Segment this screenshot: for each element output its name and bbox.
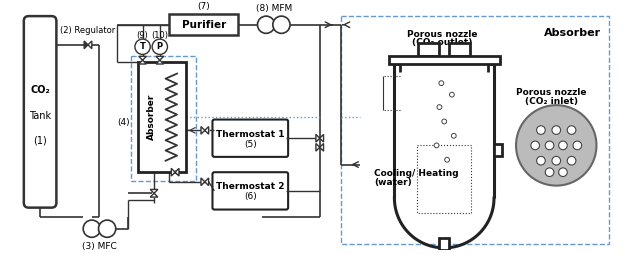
- Text: (water): (water): [374, 178, 412, 187]
- Text: T: T: [140, 42, 145, 51]
- Text: (8) MFM: (8) MFM: [256, 4, 292, 13]
- Text: Purifier: Purifier: [182, 20, 226, 30]
- Circle shape: [559, 141, 567, 150]
- Text: (2) Regulator: (2) Regulator: [60, 26, 115, 35]
- Text: (3) MFC: (3) MFC: [82, 242, 117, 251]
- Bar: [418, 43, 440, 56]
- Polygon shape: [316, 134, 320, 142]
- Circle shape: [98, 220, 116, 237]
- Circle shape: [531, 141, 539, 150]
- Polygon shape: [150, 193, 158, 197]
- Polygon shape: [316, 144, 320, 151]
- Circle shape: [273, 16, 290, 33]
- Polygon shape: [171, 168, 175, 176]
- FancyBboxPatch shape: [24, 16, 56, 208]
- Circle shape: [445, 157, 450, 162]
- Circle shape: [258, 16, 275, 33]
- Text: (6): (6): [244, 193, 256, 201]
- Circle shape: [567, 156, 576, 165]
- Polygon shape: [320, 144, 324, 151]
- Text: (CO₂ outlet): (CO₂ outlet): [412, 38, 473, 47]
- Bar: [169, 14, 238, 35]
- Circle shape: [434, 143, 439, 148]
- Polygon shape: [156, 56, 164, 60]
- Text: Porous nozzle: Porous nozzle: [407, 29, 478, 39]
- Polygon shape: [88, 41, 92, 49]
- Circle shape: [552, 156, 561, 165]
- Text: Absorber: Absorber: [544, 28, 601, 38]
- Text: (5): (5): [244, 140, 256, 149]
- Bar: [449, 43, 470, 56]
- Polygon shape: [201, 126, 205, 134]
- Text: Absorber: Absorber: [147, 94, 155, 140]
- Text: Tank: Tank: [29, 110, 51, 120]
- Bar: [418, 145, 471, 213]
- Bar: [341, 16, 609, 244]
- Text: (1): (1): [33, 136, 47, 146]
- Polygon shape: [175, 168, 179, 176]
- Bar: [138, 62, 186, 172]
- Text: (9): (9): [137, 31, 149, 40]
- Circle shape: [567, 126, 576, 134]
- Polygon shape: [139, 56, 146, 60]
- Polygon shape: [150, 189, 158, 193]
- Circle shape: [545, 141, 554, 150]
- Circle shape: [451, 133, 456, 138]
- Text: Porous nozzle: Porous nozzle: [516, 88, 587, 97]
- Circle shape: [559, 168, 567, 177]
- Text: CO₂: CO₂: [30, 85, 50, 95]
- Text: (4): (4): [117, 118, 130, 127]
- Text: (7): (7): [198, 2, 210, 11]
- Circle shape: [545, 168, 554, 177]
- Circle shape: [450, 92, 455, 97]
- Polygon shape: [201, 178, 205, 186]
- Circle shape: [552, 126, 561, 134]
- Text: Cooling/ Heating: Cooling/ Heating: [374, 169, 459, 178]
- Circle shape: [83, 220, 100, 237]
- FancyBboxPatch shape: [213, 120, 288, 157]
- Circle shape: [152, 39, 167, 54]
- Text: Thermostat 2: Thermostat 2: [216, 182, 285, 191]
- Circle shape: [537, 156, 545, 165]
- Circle shape: [573, 141, 582, 150]
- Bar: [389, 56, 500, 64]
- Polygon shape: [84, 41, 88, 49]
- Circle shape: [437, 105, 442, 109]
- Text: Thermostat 1: Thermostat 1: [216, 130, 285, 139]
- Polygon shape: [205, 126, 209, 134]
- FancyBboxPatch shape: [213, 172, 288, 210]
- Text: (10): (10): [151, 31, 168, 40]
- Bar: [131, 56, 196, 181]
- Circle shape: [135, 39, 150, 54]
- Circle shape: [537, 126, 545, 134]
- Polygon shape: [156, 60, 164, 64]
- Polygon shape: [139, 60, 146, 64]
- Circle shape: [439, 81, 444, 86]
- Bar: [440, 238, 449, 250]
- Polygon shape: [320, 134, 324, 142]
- Circle shape: [442, 119, 446, 124]
- Text: P: P: [157, 42, 163, 51]
- Bar: [494, 145, 502, 156]
- Polygon shape: [205, 178, 209, 186]
- Circle shape: [516, 105, 596, 186]
- Text: (CO₂ inlet): (CO₂ inlet): [525, 97, 578, 106]
